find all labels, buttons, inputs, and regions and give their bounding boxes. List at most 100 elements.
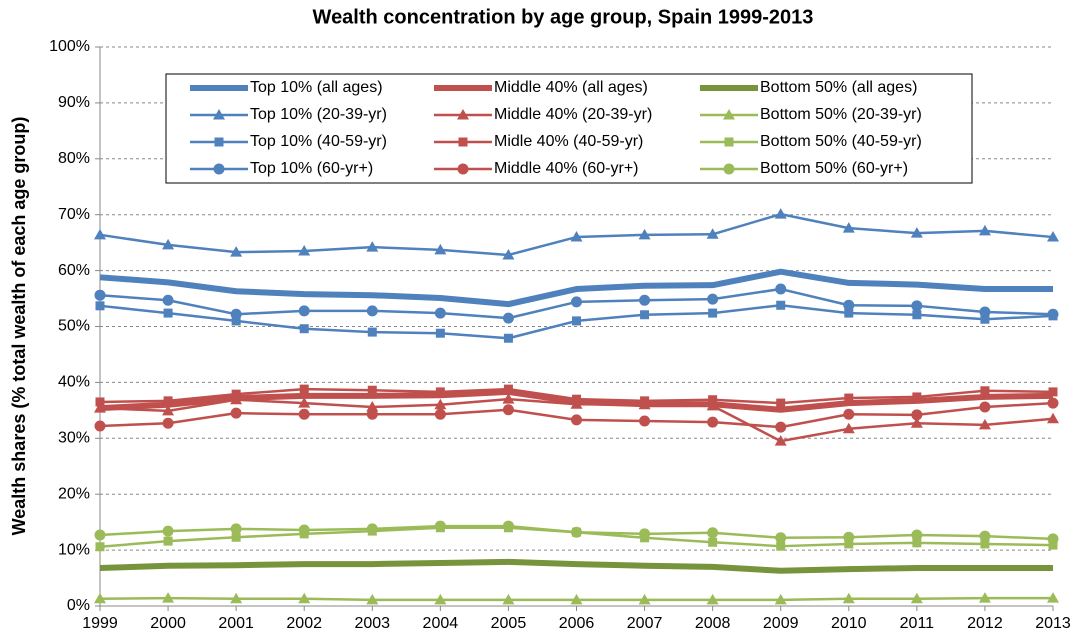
series-line [99, 558, 1053, 574]
marker [843, 299, 855, 311]
marker [776, 300, 786, 310]
marker [706, 228, 719, 239]
marker [1047, 592, 1059, 603]
y-tick-label: 60% [58, 262, 90, 279]
marker [366, 305, 378, 317]
y-tick-label: 30% [58, 430, 90, 447]
marker [980, 539, 990, 549]
x-tick-label: 2002 [286, 615, 322, 632]
marker [213, 109, 225, 120]
marker [843, 531, 855, 543]
marker [434, 243, 447, 255]
marker [503, 384, 513, 394]
marker [707, 416, 719, 428]
marker [1047, 412, 1059, 424]
marker [94, 592, 106, 604]
marker [570, 593, 583, 605]
marker [776, 398, 786, 408]
marker [94, 529, 106, 541]
marker [774, 435, 787, 446]
legend-label: Top 10% (40-59-yr) [250, 133, 387, 150]
x-tick-label: 2012 [967, 615, 1003, 632]
y-tick-label: 0% [67, 597, 90, 614]
y-tick-label: 40% [58, 374, 90, 391]
marker [570, 231, 583, 242]
marker [979, 530, 991, 542]
x-tick-label: 2011 [900, 615, 935, 632]
marker [299, 324, 309, 334]
marker [844, 393, 854, 403]
marker [1047, 397, 1059, 409]
legend-label: Top 10% (20-39-yr) [250, 106, 387, 123]
marker [708, 308, 718, 318]
marker [1047, 231, 1059, 242]
marker [366, 241, 379, 252]
legend-label: Bottom 50% (all ages) [760, 79, 917, 96]
marker [842, 422, 855, 434]
legend-label: Bottom 50% (40-59-yr) [760, 133, 922, 150]
marker [502, 393, 515, 404]
marker [458, 137, 468, 147]
legend-label: Middle 40% (20-39-yr) [494, 106, 652, 123]
legend-label: Middle 40% (all ages) [494, 79, 648, 96]
marker [230, 407, 242, 419]
legend-label: Top 10% (60-yr+) [250, 160, 373, 177]
marker [638, 593, 651, 605]
marker [162, 592, 175, 603]
marker [640, 310, 650, 320]
marker [230, 523, 242, 535]
marker [163, 396, 173, 406]
marker [910, 227, 923, 238]
marker [640, 396, 650, 406]
marker [502, 248, 515, 260]
marker [1048, 540, 1058, 550]
marker [911, 300, 923, 312]
y-tick-label: 50% [58, 318, 90, 335]
y-tick-label: 80% [58, 150, 90, 167]
x-tick-label: 2005 [491, 615, 527, 632]
marker [774, 593, 787, 605]
x-tick-label: 2008 [695, 615, 731, 632]
marker [723, 109, 735, 120]
marker [912, 310, 922, 320]
marker [434, 520, 446, 532]
x-tick-label: 2006 [559, 615, 595, 632]
marker [912, 392, 922, 402]
y-tick-label: 20% [58, 485, 90, 502]
marker [844, 308, 854, 318]
marker [842, 222, 855, 233]
marker [298, 245, 311, 256]
marker [776, 541, 786, 551]
marker [434, 408, 446, 420]
marker [708, 537, 718, 547]
marker [706, 593, 719, 605]
marker [434, 593, 447, 605]
x-tick-label: 2009 [763, 615, 799, 632]
marker [299, 384, 309, 394]
y-tick-label: 70% [58, 206, 90, 223]
legend-label: Middle 40% (60-yr+) [494, 160, 639, 177]
marker [298, 592, 311, 604]
marker [1047, 533, 1059, 545]
marker [980, 386, 990, 396]
marker [502, 593, 515, 605]
x-tick-label: 1999 [82, 615, 118, 632]
x-tick-label: 2003 [354, 615, 390, 632]
marker [162, 238, 175, 250]
marker [1047, 308, 1059, 320]
marker [435, 387, 445, 397]
series-line [99, 268, 1053, 308]
marker [162, 294, 174, 306]
marker [639, 294, 651, 306]
marker [163, 308, 173, 318]
marker [503, 333, 513, 343]
marker [434, 307, 446, 319]
marker [230, 308, 242, 320]
marker [910, 592, 923, 604]
marker [571, 526, 582, 538]
marker [774, 208, 787, 219]
marker [94, 289, 106, 301]
marker [571, 414, 582, 426]
marker [775, 532, 787, 544]
